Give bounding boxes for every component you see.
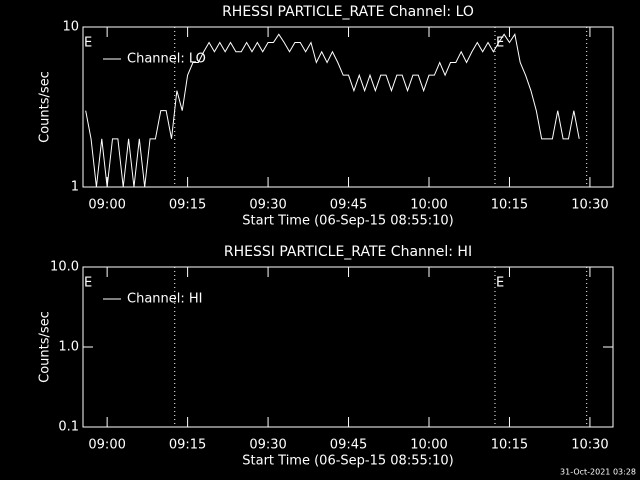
x-tick-label: 09:45 [330, 438, 367, 453]
x-axis-label: Start Time (06-Sep-15 08:55:10) [242, 214, 453, 229]
y-tick-label: 10 [62, 20, 79, 35]
y-tick-label: 10.0 [50, 260, 79, 275]
footer: 31-Oct-2021 03:28 [560, 468, 636, 477]
event-label: E [496, 276, 504, 291]
x-tick-label: 10:30 [571, 198, 608, 213]
y-axis-label: Counts/sec [38, 311, 53, 383]
x-tick-label: 09:15 [169, 198, 206, 213]
x-tick-label: 10:30 [571, 438, 608, 453]
event-label: E [84, 36, 92, 51]
y-tick-label: 1.0 [58, 340, 79, 355]
event-label: E [84, 276, 92, 291]
legend-label: Channel: HI [127, 292, 203, 307]
y-tick-label: 1 [71, 180, 79, 195]
x-tick-label: 09:00 [88, 198, 125, 213]
y-tick-label: 0.1 [58, 420, 79, 435]
y-axis-label: Counts/sec [38, 71, 53, 143]
x-tick-label: 09:45 [330, 198, 367, 213]
x-axis-label: Start Time (06-Sep-15 08:55:10) [242, 454, 453, 469]
x-tick-label: 10:00 [410, 198, 447, 213]
x-tick-label: 09:15 [169, 438, 206, 453]
event-label: E [496, 36, 504, 51]
data-line [85, 33, 580, 188]
chart-title: RHESSI PARTICLE_RATE Channel: LO [222, 4, 474, 20]
x-tick-label: 09:30 [249, 438, 286, 453]
legend-label: Channel: LO [127, 52, 206, 67]
plot-frame [82, 26, 614, 188]
x-tick-label: 10:00 [410, 438, 447, 453]
x-tick-label: 09:30 [249, 198, 286, 213]
x-tick-label: 09:00 [88, 438, 125, 453]
x-tick-label: 10:15 [491, 198, 528, 213]
chart-title: RHESSI PARTICLE_RATE Channel: HI [224, 244, 472, 260]
x-tick-label: 10:15 [491, 438, 528, 453]
